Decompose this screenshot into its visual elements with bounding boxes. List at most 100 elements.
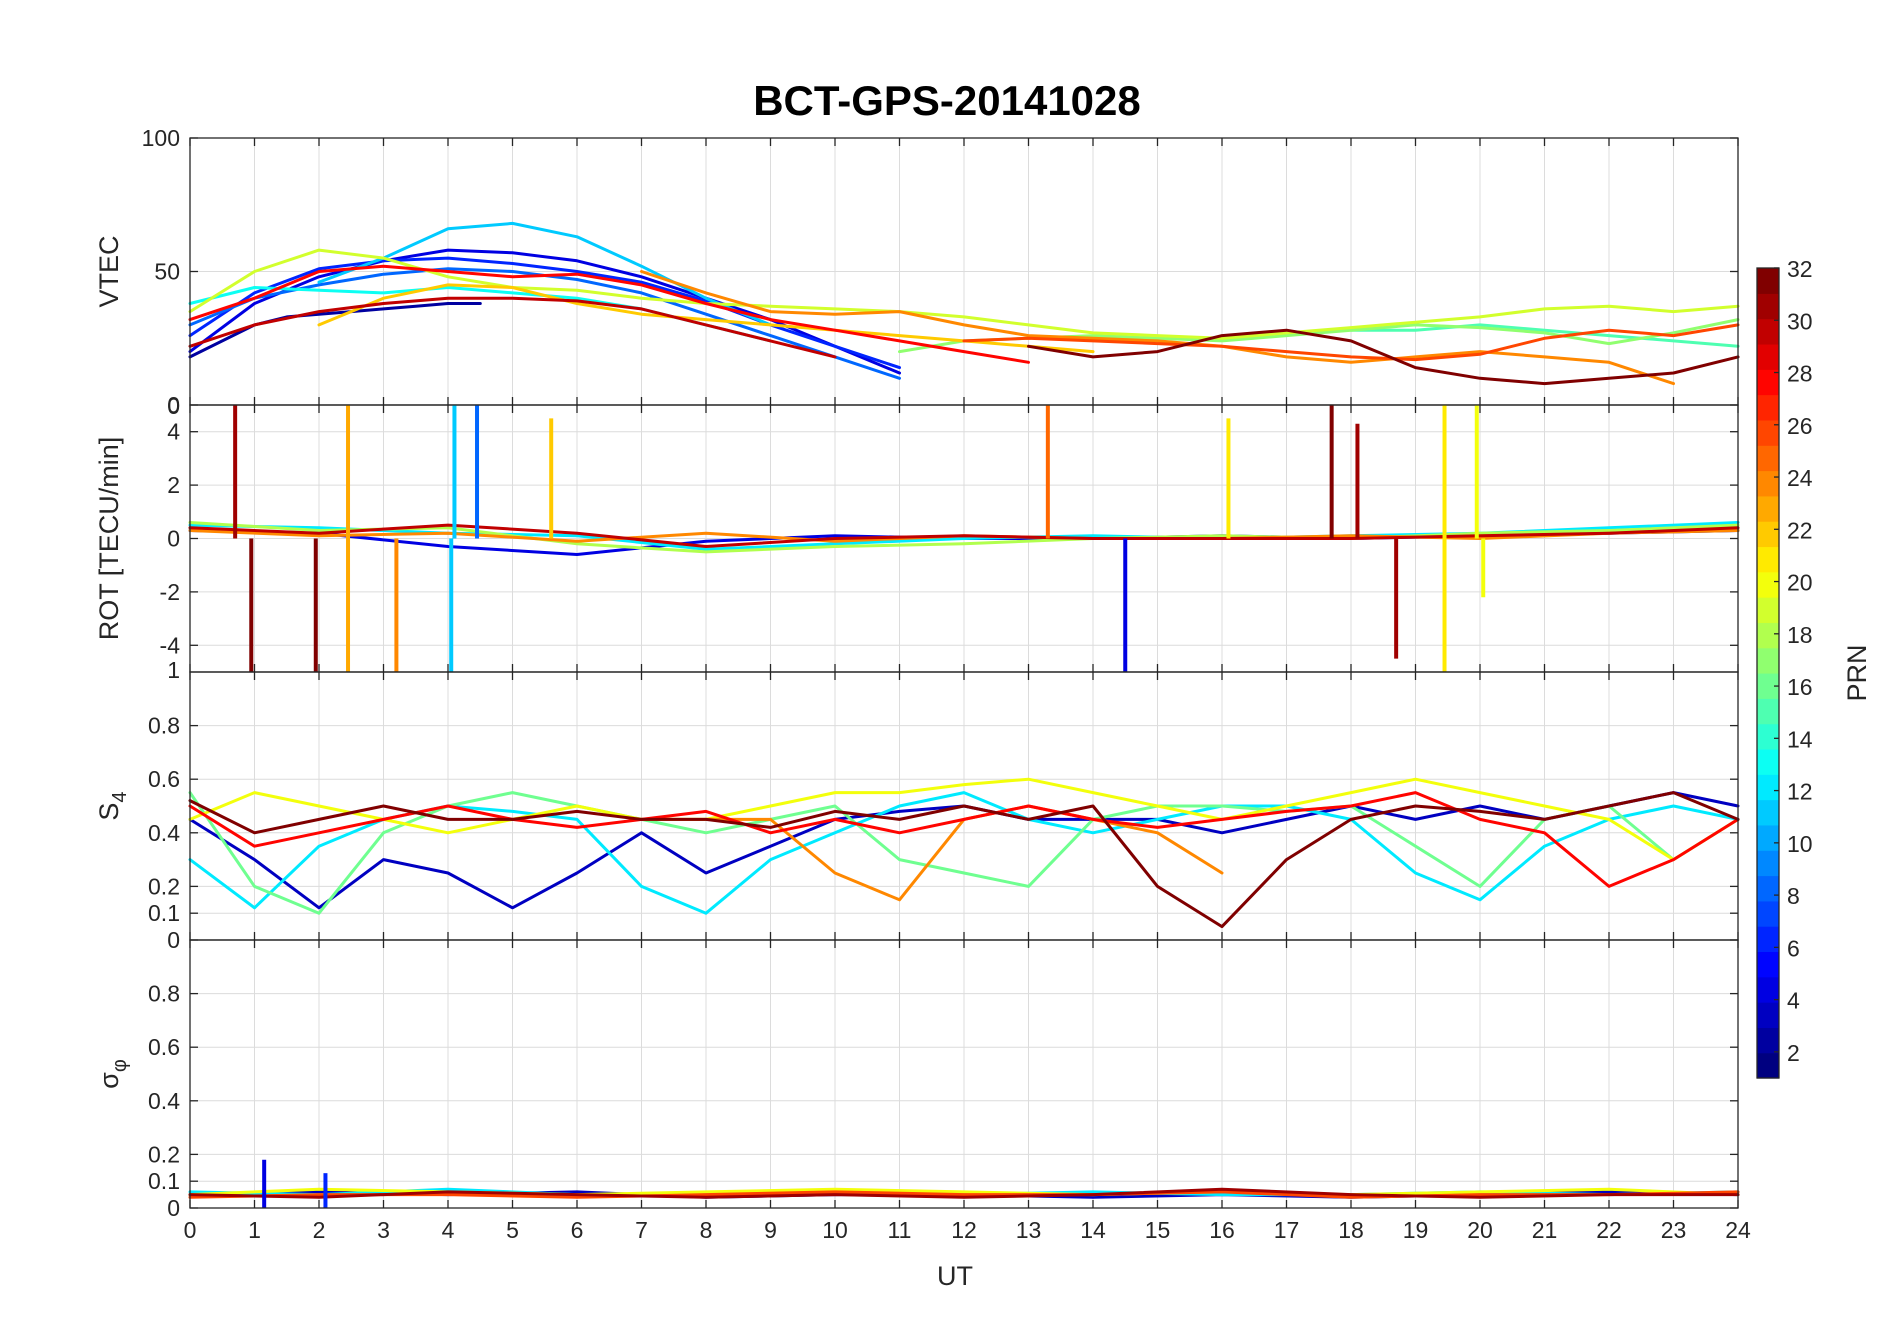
colorbar-band — [1757, 343, 1779, 370]
panel-frame — [189, 939, 1739, 1209]
series-prn-4 — [188, 248, 901, 375]
y-tick-label: 1 — [167, 657, 180, 683]
colorbar-tick-label: 28 — [1787, 361, 1813, 387]
colorbar-band — [1757, 445, 1779, 472]
colorbar-band — [1757, 597, 1779, 623]
colorbar-band — [1757, 774, 1779, 801]
y-tick-label: 0.6 — [148, 1034, 180, 1060]
y-tick-label: 0 — [167, 393, 180, 419]
series-prn-24 — [640, 804, 1224, 902]
colorbar-band — [1757, 1002, 1779, 1028]
y-tick-label: 0.1 — [148, 1168, 180, 1194]
series-prn-15 — [1349, 323, 1740, 348]
colorbar-band — [1757, 926, 1779, 953]
colorbar-band — [1757, 394, 1779, 421]
x-tick-label: 22 — [1596, 1217, 1622, 1243]
x-tick-label: 24 — [1725, 1217, 1751, 1243]
x-axis-label: UT — [937, 1261, 973, 1291]
colorbar-band — [1757, 419, 1779, 446]
series-prn-26 — [188, 1190, 1740, 1199]
series-prn-28 — [188, 264, 1030, 364]
y-axis-label-subscript: φ — [109, 1059, 131, 1072]
series-prn-2 — [188, 302, 482, 359]
y-tick-label: 0 — [167, 927, 180, 953]
x-tick-label: 17 — [1274, 1217, 1300, 1243]
colorbar-band — [1757, 673, 1779, 699]
x-tick-label: 5 — [506, 1217, 519, 1243]
x-tick-label: 1 — [248, 1217, 261, 1243]
y-axis-label: S4 — [94, 791, 131, 820]
series-prn-32 — [1027, 328, 1740, 386]
colorbar-band — [1757, 293, 1779, 320]
y-tick-label: 0.8 — [148, 713, 180, 739]
series-prn-19 — [188, 248, 1740, 340]
colorbar-tick-label: 26 — [1787, 413, 1813, 439]
colorbar-band — [1757, 698, 1779, 725]
x-tick-label: 15 — [1145, 1217, 1171, 1243]
x-tick-label: 6 — [571, 1217, 584, 1243]
series-prn-11 — [317, 221, 772, 327]
y-tick-label: -2 — [160, 579, 180, 605]
series-prn-32 — [188, 791, 1740, 929]
x-tick-label: 13 — [1016, 1217, 1042, 1243]
series-prn-24 — [640, 270, 1675, 386]
x-tick-label: 12 — [951, 1217, 977, 1243]
y-axis-label: VTEC — [94, 235, 124, 307]
colorbar-band — [1757, 723, 1779, 750]
x-tick-label: 2 — [313, 1217, 326, 1243]
colorbar-tick-label: 12 — [1787, 779, 1813, 805]
colorbar-tick-label: 24 — [1787, 465, 1813, 491]
colorbar-tick-label: 30 — [1787, 308, 1813, 334]
x-tick-label: 8 — [700, 1217, 713, 1243]
x-tick-label: 7 — [635, 1217, 648, 1243]
y-axis-label: ROT [TECU/min] — [94, 437, 124, 641]
y-tick-label: -4 — [160, 632, 181, 658]
series-prn-26 — [962, 323, 1740, 362]
x-tick-label: 10 — [822, 1217, 848, 1243]
y-axis-label-subscript: 4 — [109, 791, 131, 802]
colorbar-tick-label: 8 — [1787, 883, 1800, 909]
x-tick-label: 21 — [1532, 1217, 1558, 1243]
x-tick-label: 4 — [442, 1217, 455, 1243]
series-prn-30 — [188, 296, 837, 359]
x-tick-label: 23 — [1661, 1217, 1687, 1243]
colorbar-label: PRN — [1842, 644, 1872, 701]
colorbar-band — [1757, 268, 1779, 294]
y-tick-label: 0.4 — [148, 820, 180, 846]
colorbar-band — [1757, 1052, 1779, 1079]
colorbar-band — [1757, 546, 1779, 573]
series-prn-30 — [188, 523, 1740, 548]
colorbar-tick-label: 16 — [1787, 674, 1813, 700]
colorbar-band — [1757, 799, 1779, 826]
colorbar-tick-label: 18 — [1787, 622, 1813, 648]
colorbar-band — [1757, 875, 1779, 902]
colorbar-band — [1757, 318, 1779, 345]
y-tick-label: 0 — [167, 526, 180, 552]
colorbar-band — [1757, 976, 1779, 1003]
colorbar-band — [1757, 824, 1779, 851]
colorbar-tick-label: 10 — [1787, 831, 1813, 857]
x-tick-label: 11 — [888, 1217, 912, 1243]
y-tick-label: 2 — [167, 472, 180, 498]
colorbar-band — [1757, 495, 1779, 522]
x-tick-label: 16 — [1209, 1217, 1235, 1243]
colorbar-tick-label: 22 — [1787, 517, 1813, 543]
colorbar-band — [1757, 900, 1779, 927]
colorbar-tick-label: 4 — [1787, 988, 1800, 1014]
y-axis-label: σφ — [94, 1059, 131, 1089]
y-tick-label: 0.6 — [148, 766, 180, 792]
series-prn-18 — [188, 521, 1740, 554]
colorbar-band — [1757, 748, 1779, 775]
panel-s4: 00.10.2 0.4 0.6 0.8 S4 — [94, 671, 1740, 953]
colorbar-tick-label: 6 — [1787, 935, 1800, 961]
y-tick-label: 0.4 — [148, 1088, 180, 1114]
colorbar-tick-label: 2 — [1787, 1040, 1800, 1066]
chart-title: BCT-GPS-20141028 — [753, 77, 1141, 124]
y-tick-label: 50 — [154, 259, 180, 285]
colorbar-band — [1757, 571, 1779, 598]
colorbar-band — [1757, 369, 1779, 396]
x-tick-label: 9 — [764, 1217, 777, 1243]
panel-vtec: 0 50 100 VTEC — [94, 125, 1740, 418]
